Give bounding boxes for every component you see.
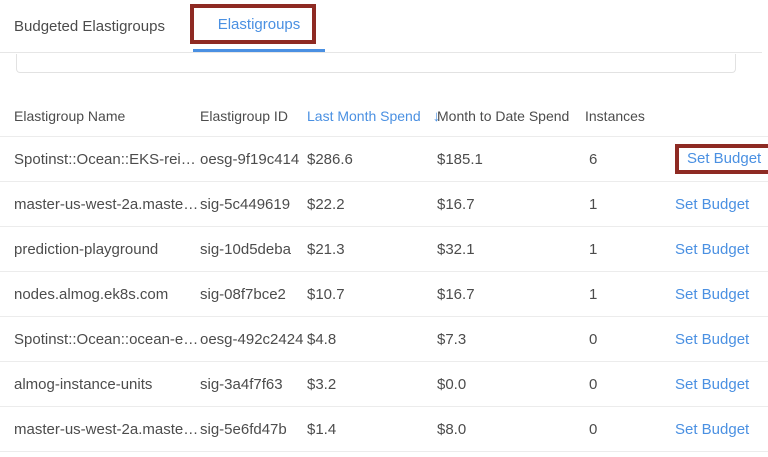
cell-instances: 0 [589,420,598,438]
tab-bar: Budgeted Elastigroups Elastigroups [0,0,762,53]
cell-elastigroup-id: sig-08f7bce2 [200,285,286,303]
cell-month-to-date-spend: $0.0 [437,375,467,393]
header-elastigroup-name: Elastigroup Name [14,108,126,124]
cell-elastigroup-name: Spotinst::Ocean::ocean-eks… [14,330,200,348]
tab-elastigroups[interactable]: Elastigroups [193,0,325,52]
table-row: prediction-playground sig-10d5deba $21.3… [0,227,768,272]
cell-elastigroup-name: master-us-west-2a.masters… [14,420,200,438]
tab-elastigroups-label: Elastigroups [217,16,301,33]
cell-elastigroup-id: sig-5e6fd47b [200,420,287,438]
filter-input[interactable] [16,54,736,73]
cell-elastigroup-name: nodes.almog.ek8s.com [14,285,169,303]
cell-instances: 1 [589,285,598,303]
cell-instances: 6 [589,150,598,168]
cell-month-to-date-spend: $16.7 [437,285,475,303]
set-budget-link[interactable]: Set Budget [675,330,750,348]
table-row: Spotinst::Ocean::ocean-eks… oesg-492c242… [0,317,768,362]
cell-last-month-spend: $4.8 [307,330,337,348]
cell-last-month-spend: $22.2 [307,195,345,213]
header-instances: Instances [585,108,645,124]
cell-month-to-date-spend: $32.1 [437,240,475,258]
cell-elastigroup-id: sig-10d5deba [200,240,291,258]
cell-instances: 1 [589,240,598,258]
table-row: almog-instance-units sig-3a4f7f63 $3.2 $… [0,362,768,407]
elastigroups-table: Elastigroup Name Elastigroup ID Last Mon… [0,96,768,452]
table-row: nodes.almog.ek8s.com sig-08f7bce2 $10.7 … [0,272,768,317]
table-row: master-us-west-2a.masters… sig-5c449619 … [0,182,768,227]
cell-elastigroup-name: Spotinst::Ocean::EKS-reinv… [14,150,200,168]
header-elastigroup-id: Elastigroup ID [200,108,288,124]
cell-instances: 0 [589,375,598,393]
table-row: master-us-west-2a.masters… sig-5e6fd47b … [0,407,768,452]
cell-elastigroup-name: almog-instance-units [14,375,153,393]
table-header-row: Elastigroup Name Elastigroup ID Last Mon… [0,96,768,137]
set-budget-link[interactable]: Set Budget [675,285,750,303]
cell-last-month-spend: $286.6 [307,150,353,168]
header-month-to-date-spend[interactable]: Month to Date Spend [437,108,570,124]
cell-last-month-spend: $10.7 [307,285,345,303]
set-budget-link[interactable]: Set Budget [675,195,750,213]
tab-budgeted-elastigroups[interactable]: Budgeted Elastigroups [14,0,165,52]
cell-elastigroup-id: sig-3a4f7f63 [200,375,283,393]
cell-month-to-date-spend: $185.1 [437,150,483,168]
set-budget-link[interactable]: Set Budget [675,420,750,438]
cell-elastigroup-id: oesg-9f19c414 [200,150,300,168]
set-budget-link[interactable]: Set Budget [675,240,750,258]
table-row: Spotinst::Ocean::EKS-reinv… oesg-9f19c41… [0,137,768,182]
cell-instances: 0 [589,330,598,348]
set-budget-link[interactable]: Set Budget [687,150,762,167]
cell-elastigroup-name: prediction-playground [14,240,159,258]
cell-elastigroup-id: oesg-492c2424 [200,330,304,348]
header-last-month-spend[interactable]: Last Month Spend ↓ [307,107,441,125]
cell-last-month-spend: $1.4 [307,420,337,438]
sort-desc-arrow-icon[interactable]: ↓ [432,107,441,125]
cell-month-to-date-spend: $7.3 [437,330,467,348]
cell-elastigroup-name: master-us-west-2a.masters… [14,195,200,213]
cell-month-to-date-spend: $16.7 [437,195,475,213]
cell-instances: 1 [589,195,598,213]
cell-elastigroup-id: sig-5c449619 [200,195,291,213]
set-budget-link[interactable]: Set Budget [675,375,750,393]
cell-last-month-spend: $3.2 [307,375,337,393]
cell-last-month-spend: $21.3 [307,240,345,258]
annotation-box-set-budget: Set Budget [675,144,768,174]
cell-month-to-date-spend: $8.0 [437,420,467,438]
tab-budgeted-elastigroups-label: Budgeted Elastigroups [14,17,165,35]
